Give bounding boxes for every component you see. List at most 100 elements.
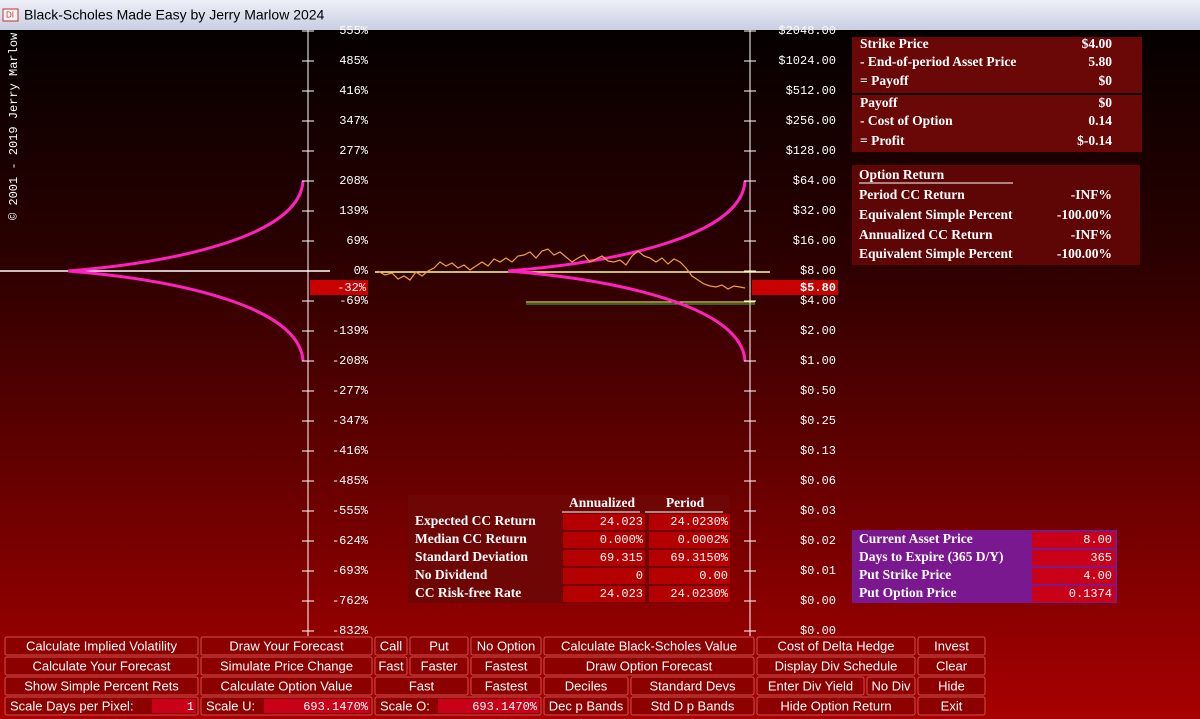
title-bar: [0, 0, 1200, 30]
input-value: 8.00: [1083, 533, 1112, 547]
input-value: 0.1374: [1069, 587, 1112, 601]
left-axis-label: 69%: [346, 234, 368, 248]
button[interactable]: [4, 636, 199, 656]
input-field[interactable]: [1032, 568, 1115, 584]
button-label: Fastest: [485, 678, 528, 693]
panel-label: - End-of-period Asset Price: [860, 54, 1016, 69]
left-axis-label: -139%: [332, 324, 369, 338]
right-axis-label: $0.06: [800, 474, 836, 488]
button[interactable]: [4, 676, 199, 696]
panel-label: Period CC Return: [859, 187, 965, 202]
button[interactable]: [543, 656, 755, 676]
button-label: Calculate Black-Scholes Value: [561, 638, 737, 653]
right-axis-label: $0.25: [800, 414, 836, 428]
scale-value: 693.1470%: [472, 700, 538, 714]
scale-field[interactable]: [264, 699, 370, 713]
button-label: Faster: [421, 658, 459, 673]
panel-label: Annualized CC Return: [859, 227, 993, 242]
panel-label: Equivalent Simple Percent: [859, 246, 1013, 261]
stat-label: Standard Deviation: [415, 549, 528, 564]
button[interactable]: [756, 656, 916, 676]
button[interactable]: [917, 696, 986, 716]
stat-annualized: 0.000%: [600, 533, 644, 547]
input-field[interactable]: [1032, 586, 1115, 602]
left-axis-label: 416%: [339, 84, 369, 98]
button[interactable]: [917, 656, 986, 676]
right-axis-label: $1024.00: [778, 54, 836, 68]
left-axis-label: -277%: [332, 384, 369, 398]
button[interactable]: [200, 656, 373, 676]
right-axis-label: $512.00: [786, 84, 836, 98]
left-axis-label: -208%: [332, 354, 369, 368]
current-return-box: [310, 280, 368, 295]
button-label: Invest: [934, 638, 969, 653]
button[interactable]: [917, 636, 986, 656]
panel-label: Payoff: [860, 95, 898, 110]
button-label: Calculate Your Forecast: [32, 658, 170, 673]
left-axis-label: 555%: [339, 24, 369, 38]
button-label: Fast: [409, 678, 435, 693]
button[interactable]: [917, 676, 986, 696]
button[interactable]: [756, 636, 916, 656]
left-axis-label: 208%: [339, 174, 369, 188]
button[interactable]: [756, 676, 865, 696]
button[interactable]: [470, 676, 542, 696]
stat-annualized: 24.023: [600, 587, 643, 601]
scale-control[interactable]: [4, 696, 199, 716]
button[interactable]: [374, 636, 408, 656]
panel-value: 5.80: [1088, 54, 1112, 69]
stat-period: 69.3150%: [670, 551, 728, 565]
payoff-panel: [852, 37, 1142, 93]
button[interactable]: [543, 676, 629, 696]
left-axis-label: -69%: [339, 294, 369, 308]
button-label: Deciles: [565, 678, 608, 693]
scale-field[interactable]: [152, 699, 196, 713]
stat-cell: [649, 532, 730, 548]
input-field[interactable]: [1032, 532, 1115, 548]
button[interactable]: [630, 696, 755, 716]
stat-period: 24.0230%: [670, 515, 728, 529]
right-axis-label: $8.00: [800, 264, 836, 278]
button[interactable]: [4, 656, 199, 676]
panel-label: = Profit: [860, 133, 905, 148]
button[interactable]: [543, 696, 629, 716]
stat-period: 0.00: [699, 569, 728, 583]
button-label: No Div: [871, 678, 911, 693]
panel-value: 0.14: [1088, 113, 1112, 128]
right-axis-label: $0.03: [800, 504, 836, 518]
right-axis-label: $32.00: [793, 204, 836, 218]
right-axis-label: $2.00: [800, 324, 836, 338]
button[interactable]: [630, 676, 755, 696]
input-field[interactable]: [1032, 550, 1115, 566]
left-axis-label: -555%: [332, 504, 369, 518]
button[interactable]: [374, 676, 469, 696]
app-icon: [2, 8, 19, 22]
button[interactable]: [200, 636, 373, 656]
button[interactable]: [866, 676, 916, 696]
left-axis-label: -485%: [332, 474, 369, 488]
scale-label: Scale O:: [380, 698, 430, 713]
button[interactable]: [200, 676, 373, 696]
scale-label: Scale U:: [206, 698, 255, 713]
button[interactable]: [374, 656, 408, 676]
scale-field[interactable]: [438, 699, 539, 713]
stat-period: 24.0230%: [670, 587, 728, 601]
button[interactable]: [756, 696, 916, 716]
button-label: Std D p Bands: [651, 698, 735, 713]
stat-period: 0.0002%: [678, 533, 729, 547]
button-label: Draw Your Forecast: [229, 638, 344, 653]
left-axis-label: -762%: [332, 594, 369, 608]
right-axis-label: $0.00: [800, 624, 836, 638]
button-label: Exit: [941, 698, 963, 713]
button[interactable]: [470, 636, 542, 656]
button[interactable]: [470, 656, 542, 676]
button[interactable]: [409, 636, 469, 656]
right-axis-label: $256.00: [786, 114, 836, 128]
stat-label: Median CC Return: [415, 531, 527, 546]
panel-value: -100.00%: [1057, 207, 1112, 222]
right-axis-label: $0.50: [800, 384, 836, 398]
button[interactable]: [543, 636, 755, 656]
button[interactable]: [409, 656, 469, 676]
